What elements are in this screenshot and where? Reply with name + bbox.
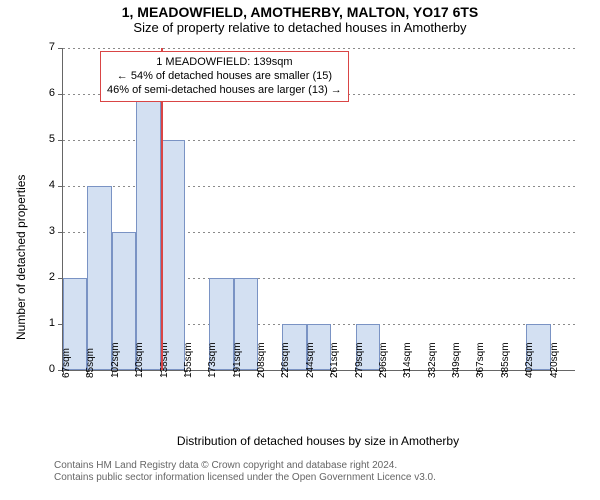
- chart-subtitle: Size of property relative to detached ho…: [0, 20, 600, 37]
- ytick-label: 4: [35, 179, 55, 191]
- ytick-mark: [58, 186, 63, 187]
- footer-line: Contains public sector information licen…: [54, 472, 436, 484]
- chart-container: 1, MEADOWFIELD, AMOTHERBY, MALTON, YO17 …: [0, 0, 600, 500]
- ytick-mark: [58, 94, 63, 95]
- histogram-bar: [87, 186, 111, 370]
- annotation-line: 1 MEADOWFIELD: 139sqm: [107, 56, 342, 70]
- ytick-label: 3: [35, 225, 55, 237]
- ytick-label: 7: [35, 41, 55, 53]
- histogram-bar: [136, 94, 160, 370]
- ytick-mark: [58, 140, 63, 141]
- ytick-label: 6: [35, 87, 55, 99]
- ytick-label: 5: [35, 133, 55, 145]
- ytick-mark: [58, 48, 63, 49]
- annotation-box: 1 MEADOWFIELD: 139sqm← 54% of detached h…: [100, 51, 349, 102]
- ytick-label: 0: [35, 363, 55, 375]
- ytick-mark: [58, 232, 63, 233]
- annotation-line: 46% of semi-detached houses are larger (…: [107, 84, 342, 98]
- gridline: [63, 48, 575, 49]
- histogram-bar: [161, 140, 185, 370]
- y-axis-label: Number of detached properties: [14, 175, 28, 340]
- footer-line: Contains HM Land Registry data © Crown c…: [54, 460, 436, 472]
- x-axis-label: Distribution of detached houses by size …: [62, 434, 574, 448]
- ytick-label: 2: [35, 271, 55, 283]
- footer-attribution: Contains HM Land Registry data © Crown c…: [54, 460, 436, 484]
- ytick-label: 1: [35, 317, 55, 329]
- chart-title: 1, MEADOWFIELD, AMOTHERBY, MALTON, YO17 …: [0, 0, 600, 20]
- annotation-line: ← 54% of detached houses are smaller (15…: [107, 70, 342, 84]
